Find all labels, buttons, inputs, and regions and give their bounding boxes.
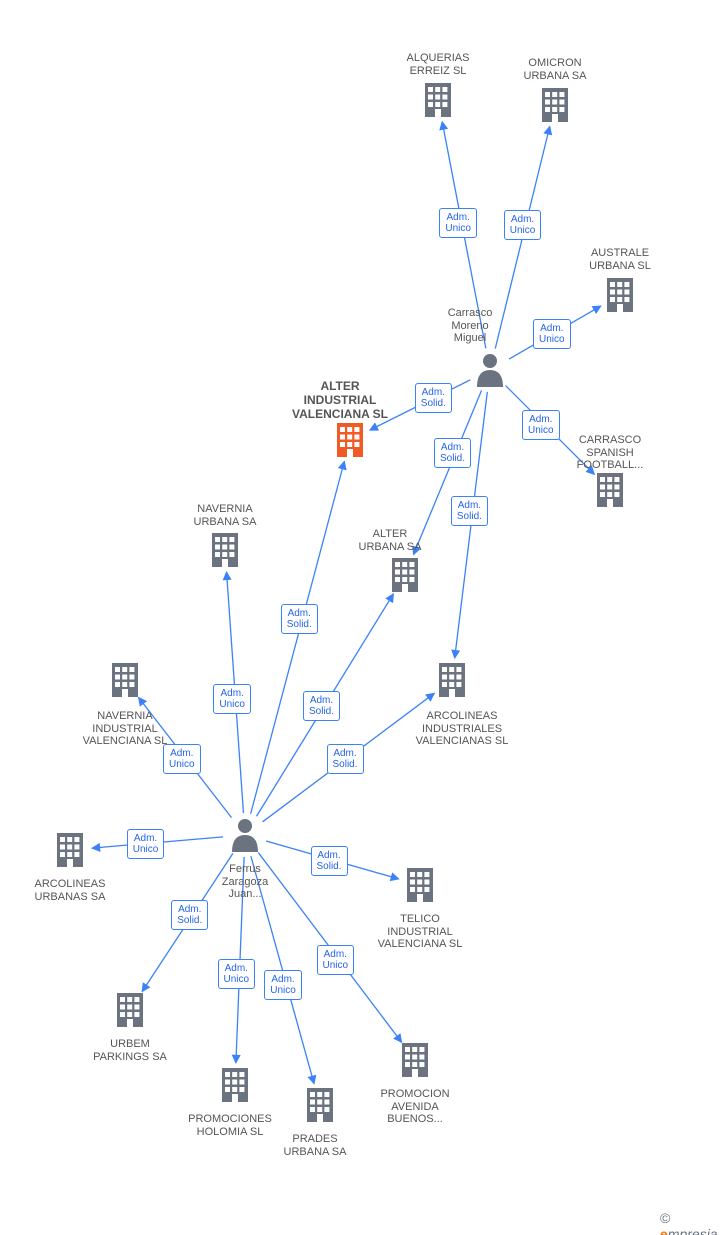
company-icon xyxy=(407,868,433,902)
edge-label: Adm. Solid. xyxy=(303,691,340,721)
edge-label: Adm. Unico xyxy=(533,319,571,349)
watermark: © empresia xyxy=(660,1210,728,1235)
brand-first-letter: e xyxy=(660,1226,668,1235)
company-icon xyxy=(542,88,568,122)
edge-label: Adm. Solid. xyxy=(311,846,348,876)
edge-label: Adm. Solid. xyxy=(434,438,471,468)
node-label: CARRASCO SPANISH FOOTBALL... xyxy=(550,434,670,472)
node-label: NAVERNIA INDUSTRIAL VALENCIANA SL xyxy=(65,710,185,748)
edge-label: Adm. Unico xyxy=(127,829,165,859)
person-icon xyxy=(232,819,258,852)
node-label: ALTER URBANA SA xyxy=(330,528,450,553)
node-label: PRADES URBANA SA xyxy=(255,1133,375,1158)
company-icon xyxy=(57,833,83,867)
brand-rest: mpresia xyxy=(668,1226,718,1235)
company-icon xyxy=(597,473,623,507)
company-icon xyxy=(439,663,465,697)
company-icon xyxy=(222,1068,248,1102)
edge-label: Adm. Unico xyxy=(504,210,542,240)
node-label: Carrasco Moreno Miguel xyxy=(410,307,530,345)
node-label: Ferrus Zaragoza Juan... xyxy=(185,863,305,901)
person-icon xyxy=(477,354,503,387)
node-label: NAVERNIA URBANA SA xyxy=(165,503,285,528)
edge-label: Adm. Solid. xyxy=(327,744,364,774)
company-icon xyxy=(607,278,633,312)
edge-label: Adm. Unico xyxy=(264,970,302,1000)
edge-label: Adm. Solid. xyxy=(415,383,452,413)
node-label: AUSTRALE URBANA SL xyxy=(560,247,680,272)
company-icon xyxy=(112,663,138,697)
node-label: ARCOLINEAS INDUSTRIALES VALENCIANAS SL xyxy=(402,710,522,748)
node-label: URBEM PARKINGS SA xyxy=(70,1038,190,1063)
node-label: ARCOLINEAS URBANAS SA xyxy=(10,878,130,903)
company-icon xyxy=(117,993,143,1027)
node-label: ALQUERIAS ERREIZ SL xyxy=(378,52,498,77)
node-label: OMICRON URBANA SA xyxy=(495,57,615,82)
node-label: ALTER INDUSTRIAL VALENCIANA SL xyxy=(280,380,400,421)
edge-label: Adm. Unico xyxy=(163,744,201,774)
company-icon xyxy=(402,1043,428,1077)
company-icon xyxy=(425,83,451,117)
edge-label: Adm. Solid. xyxy=(171,900,208,930)
company-icon xyxy=(307,1088,333,1122)
company-icon xyxy=(337,423,363,457)
edge-label: Adm. Unico xyxy=(218,959,256,989)
copyright-symbol: © xyxy=(660,1210,670,1226)
edge-label: Adm. Unico xyxy=(439,208,477,238)
company-icon xyxy=(392,558,418,592)
edge-label: Adm. Unico xyxy=(213,684,251,714)
company-icon xyxy=(212,533,238,567)
edge-label: Adm. Unico xyxy=(317,945,355,975)
node-label: PROMOCION AVENIDA BUENOS... xyxy=(355,1088,475,1126)
node-label: TELICO INDUSTRIAL VALENCIANA SL xyxy=(360,913,480,951)
edge-label: Adm. Solid. xyxy=(281,604,318,634)
edge-label: Adm. Solid. xyxy=(451,496,488,526)
